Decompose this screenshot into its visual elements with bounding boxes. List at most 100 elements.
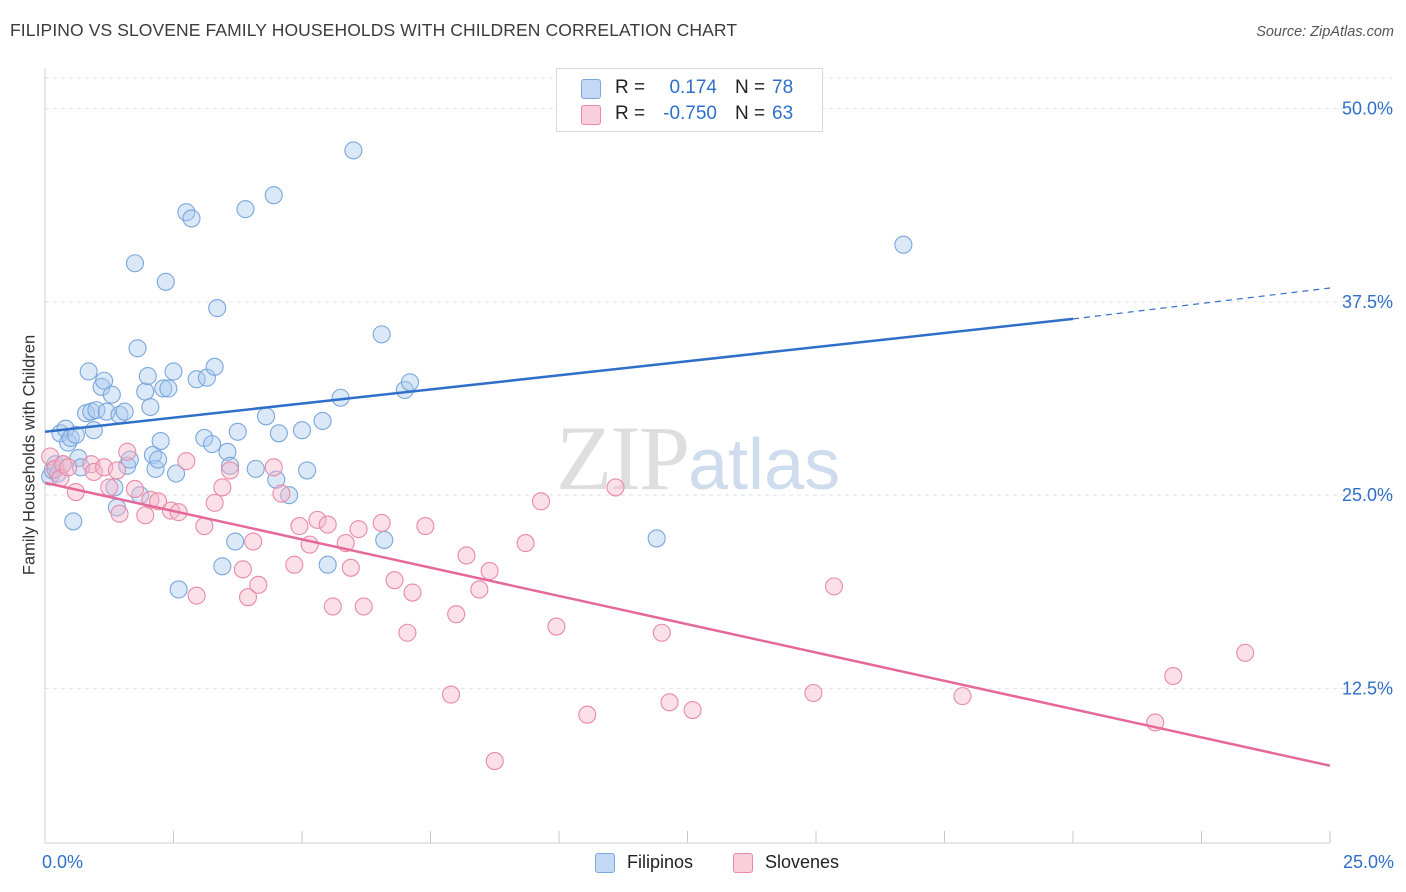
slovene-point (516, 534, 535, 553)
slovene-point (308, 510, 327, 529)
slovene-point (416, 517, 435, 536)
slovene-point (53, 455, 73, 474)
slovene-point (238, 588, 258, 607)
filipinos-legend-swatch (595, 853, 615, 873)
slovene-point (59, 458, 78, 477)
filipino-point (318, 555, 337, 574)
trend-lines (44, 287, 1331, 767)
slovene-point (244, 532, 263, 551)
filipinos-trend-line (44, 317, 1074, 434)
filipino-point (213, 557, 232, 576)
slovene-point (824, 577, 844, 596)
filipino-point (205, 357, 224, 376)
slovene-point (953, 687, 972, 706)
filipino-point (236, 200, 255, 219)
legend-n-label: N = (735, 77, 766, 98)
slovene-point (84, 462, 103, 482)
filipino-point (372, 325, 391, 344)
filipino-point (894, 235, 913, 254)
slovenes-legend-label: Slovenes (765, 852, 840, 872)
correlation-legend: R = 0.174 N = 78 R = -0.750 N = 63 (556, 68, 823, 132)
slovene-point (323, 597, 342, 616)
slovene-point (110, 504, 129, 523)
slovene-point (398, 623, 417, 642)
slovene-point (442, 685, 461, 704)
y-tick-labels: 12.5% 25.0% 37.5% 50.0% (1342, 99, 1393, 699)
slovene-point (107, 461, 127, 480)
slovene-point (354, 597, 373, 616)
slovene-point (318, 515, 337, 534)
legend-r-value: -0.750 (663, 103, 717, 124)
filipino-point (218, 442, 237, 461)
slovene-point (205, 493, 224, 512)
y-tick-label: 25.0% (1342, 485, 1393, 505)
slovene-point (1236, 643, 1255, 662)
slovene-point (233, 560, 252, 579)
legend-row-slovenes: R = -0.750 N = 63 (557, 101, 822, 127)
filipino-point (292, 421, 312, 440)
slovene-point (1164, 666, 1183, 686)
filipino-point (141, 397, 160, 417)
filipino-point (149, 450, 168, 469)
filipino-point (647, 529, 666, 548)
slovene-point (606, 478, 625, 497)
slovene-point (403, 583, 422, 602)
slovene-point (547, 617, 566, 636)
slovene-point (660, 693, 679, 712)
slovene-point (485, 752, 504, 771)
filipino-point (298, 461, 317, 480)
filipino-point (344, 141, 363, 160)
filipino-point (264, 186, 283, 205)
x-tick-min: 0.0% (42, 852, 84, 872)
filipino-point (138, 367, 157, 386)
legend-r-label: R = (615, 77, 646, 98)
filipino-point (102, 385, 121, 404)
slovene-point (470, 580, 489, 599)
filipino-point (167, 464, 186, 483)
filipino-point (246, 459, 265, 478)
y-tick-label: 50.0% (1342, 99, 1393, 119)
slovene-point (447, 605, 466, 624)
filipinos-points (41, 141, 913, 599)
axes (44, 68, 1331, 844)
filipino-point (375, 530, 394, 550)
filipino-point (128, 339, 147, 358)
filipinos-trend-extension (1072, 287, 1331, 320)
slovene-point (220, 461, 240, 480)
filipino-point (203, 435, 222, 454)
slovenes-trend-line (44, 481, 1331, 767)
filipino-point (256, 407, 276, 426)
filipino-point (115, 402, 134, 421)
slovenes-points (41, 442, 1255, 771)
slovene-point (531, 492, 551, 511)
filipino-point (151, 431, 170, 451)
filipino-point (280, 486, 299, 505)
slovene-point (480, 561, 499, 580)
filipino-point (64, 512, 83, 531)
filipino-point (159, 379, 178, 398)
filipino-point (208, 299, 227, 318)
slovene-point (249, 575, 268, 594)
slovene-point (372, 513, 391, 533)
filipino-point (95, 371, 114, 390)
legend-r-label: R = (615, 103, 646, 124)
filipino-point (313, 411, 332, 430)
filipino-point (400, 373, 419, 392)
slovene-point (385, 571, 404, 590)
filipino-point (169, 580, 188, 599)
slovene-point (136, 506, 155, 525)
slovene-point (264, 458, 283, 477)
y-tick-label: 37.5% (1342, 292, 1393, 312)
legend-row-filipinos: R = 0.174 N = 78 (557, 75, 822, 101)
source-label: Source: ZipAtlas.com (1256, 24, 1394, 40)
slovene-point (125, 479, 144, 499)
filipinos-swatch (581, 79, 601, 99)
filipino-point (182, 209, 201, 228)
x-tick-max: 25.0% (1342, 852, 1394, 872)
filipino-point (125, 254, 144, 273)
slovene-point (213, 478, 232, 497)
slovene-point (683, 700, 702, 720)
slovene-point (804, 683, 823, 703)
filipino-point (66, 425, 85, 444)
